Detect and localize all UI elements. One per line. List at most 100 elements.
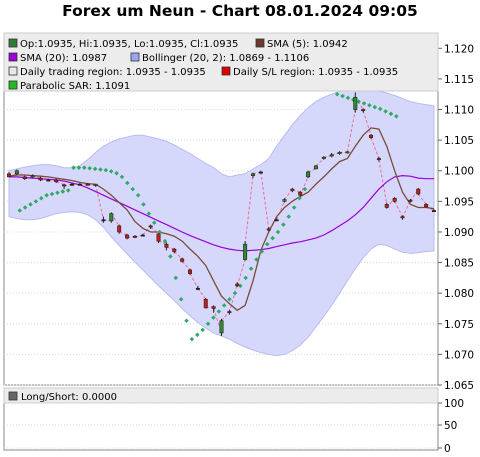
sar-dot bbox=[264, 241, 270, 247]
candle-body bbox=[392, 197, 397, 202]
candle-body bbox=[250, 173, 255, 176]
legend-sma5-text: SMA (5): 1.0942 bbox=[267, 39, 348, 50]
sar-dot bbox=[356, 99, 361, 104]
session-connector bbox=[197, 287, 207, 300]
legend-sar-text: Parabolic SAR: 1.1091 bbox=[20, 81, 130, 92]
bollinger-band bbox=[8, 87, 435, 357]
candle-body bbox=[93, 183, 98, 186]
candle-body bbox=[132, 235, 137, 238]
sar-dot bbox=[184, 318, 189, 323]
candle-body bbox=[266, 228, 271, 231]
y-tick-label: 1.070 bbox=[444, 349, 474, 361]
sar-dot bbox=[65, 188, 71, 193]
candle-body bbox=[321, 156, 326, 159]
legend-sma20-text: SMA (20): 1.0987 bbox=[20, 53, 107, 64]
candle-body bbox=[46, 179, 51, 182]
longshort-swatch bbox=[8, 391, 18, 401]
candle-body bbox=[235, 283, 240, 287]
legend-sl-region-text: Daily S/L region: 1.0935 - 1.0935 bbox=[233, 67, 398, 78]
sar-dot bbox=[248, 266, 254, 271]
session-connector bbox=[260, 171, 270, 229]
sar-dot bbox=[232, 290, 238, 296]
candle-body bbox=[345, 151, 350, 154]
sar-dot bbox=[60, 189, 66, 194]
sar-dot bbox=[367, 102, 372, 108]
legend-bollinger-swatch bbox=[130, 52, 140, 62]
session-connector bbox=[244, 175, 254, 245]
sar-dot bbox=[82, 165, 87, 170]
legend-sma5-swatch bbox=[255, 38, 265, 48]
legend-bollinger-text: Bollinger (20, 2): 1.0869 - 1.1106 bbox=[142, 53, 309, 64]
sar-dot bbox=[49, 191, 55, 197]
candle-body bbox=[148, 225, 153, 228]
sar-dot bbox=[119, 174, 125, 180]
sar-dot bbox=[254, 257, 259, 262]
session-connector bbox=[181, 261, 191, 271]
candle-body bbox=[219, 320, 224, 334]
candle-body bbox=[408, 199, 413, 202]
sar-dot bbox=[98, 167, 103, 172]
sar-dot bbox=[189, 336, 195, 342]
session-connector bbox=[378, 159, 388, 205]
candle-body bbox=[164, 243, 169, 248]
y-tick-label: 1.105 bbox=[444, 135, 474, 147]
candle-body bbox=[400, 216, 405, 219]
candle-body bbox=[62, 184, 67, 187]
sar-dot bbox=[178, 297, 184, 302]
session-connector bbox=[284, 188, 293, 200]
candle-body bbox=[203, 298, 208, 309]
candle-body bbox=[172, 248, 177, 252]
session-connector bbox=[119, 231, 128, 236]
subpanel-tick-label: 100 bbox=[444, 398, 464, 410]
sar-dot bbox=[87, 166, 92, 171]
y-tick-label: 1.090 bbox=[444, 227, 474, 239]
session-connector bbox=[292, 189, 301, 193]
candle-body bbox=[195, 287, 200, 290]
candle-body bbox=[313, 165, 318, 170]
sar-dot bbox=[22, 205, 28, 210]
candle-body bbox=[337, 152, 342, 154]
sar-dot bbox=[103, 167, 109, 173]
session-connector bbox=[158, 240, 167, 245]
sma5-line bbox=[8, 127, 435, 312]
candle-body bbox=[54, 179, 59, 183]
candle-body bbox=[30, 175, 35, 178]
session-connector bbox=[315, 158, 325, 167]
candle-body bbox=[140, 234, 145, 237]
candle-body bbox=[376, 158, 381, 161]
sar-dot bbox=[297, 196, 302, 201]
candle-body bbox=[109, 213, 114, 222]
y-tick-label: 1.100 bbox=[444, 166, 474, 178]
sar-dot bbox=[281, 222, 286, 227]
candle-body bbox=[384, 204, 389, 208]
session-connector bbox=[299, 176, 309, 196]
candle-body bbox=[424, 204, 429, 208]
session-connector bbox=[417, 193, 427, 205]
session-connector bbox=[173, 251, 183, 260]
sar-dot bbox=[168, 254, 173, 259]
sar-dot bbox=[221, 303, 227, 308]
candle-body bbox=[125, 234, 130, 239]
sar-dot bbox=[76, 165, 82, 170]
candle-body bbox=[431, 210, 436, 213]
y-tick-label: 1.120 bbox=[444, 43, 474, 55]
session-connector bbox=[166, 246, 175, 250]
y-tick-label: 1.110 bbox=[444, 105, 474, 117]
candle-body bbox=[7, 173, 12, 178]
session-connector bbox=[189, 273, 199, 289]
candle-body bbox=[243, 243, 248, 260]
candle-body bbox=[416, 188, 421, 195]
candle-body bbox=[227, 311, 232, 314]
sar-dot bbox=[33, 199, 39, 204]
candle-body bbox=[306, 171, 311, 178]
subpanel-tick-label: 50 bbox=[444, 420, 457, 432]
candle-body bbox=[298, 191, 303, 196]
y-tick-label: 1.075 bbox=[444, 319, 474, 331]
y-tick-label: 1.095 bbox=[444, 196, 474, 208]
candle-body bbox=[117, 225, 122, 233]
y-tick-label: 1.080 bbox=[444, 288, 474, 300]
session-connector bbox=[56, 181, 65, 186]
candle-body bbox=[258, 171, 263, 174]
sar-dot bbox=[28, 202, 33, 207]
